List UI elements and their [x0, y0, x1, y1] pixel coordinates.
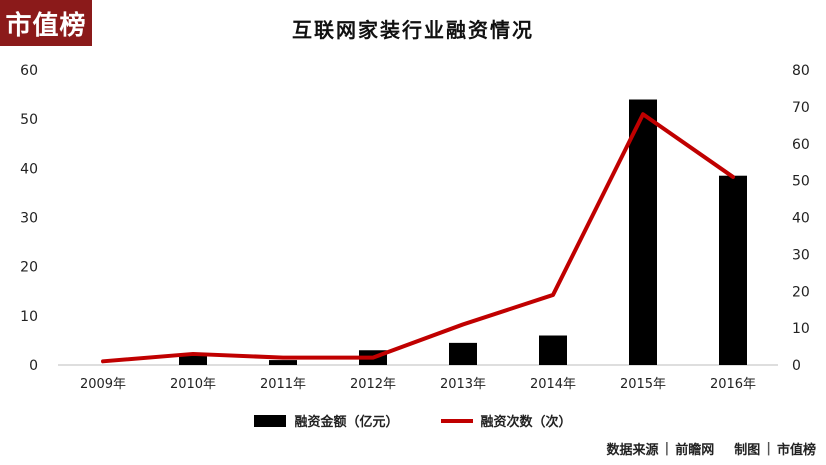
bar-amount: [179, 355, 207, 365]
y-left-tick-label: 40: [20, 161, 38, 177]
y-left-tick-label: 60: [20, 63, 38, 79]
source-label: 数据来源: [606, 443, 659, 458]
bar-amount: [449, 342, 477, 365]
legend-swatch-bar: [254, 414, 287, 427]
y-left-tick-label: 0: [29, 358, 38, 374]
y-left-tick-label: 50: [20, 112, 38, 128]
line-point: [281, 356, 285, 360]
legend-item-count: 融资次数（次）: [440, 411, 572, 430]
y-right-tick-label: 80: [792, 63, 810, 79]
x-tick-label: 2010年: [170, 377, 216, 392]
line-count: [101, 112, 735, 364]
y-right-tick-label: 30: [792, 247, 810, 263]
separator: |: [766, 441, 771, 456]
y-left-tick-label: 20: [20, 260, 38, 276]
legend-label-count: 融资次数（次）: [480, 415, 572, 430]
line-point: [461, 322, 465, 326]
x-tick-label: 2014年: [530, 377, 576, 392]
x-tick-label: 2011年: [260, 377, 306, 392]
right-axis-ticks: 0 10 20 30 40 50 60 70 80: [792, 63, 810, 374]
legend-swatch-line: [440, 418, 473, 423]
legend-label-amount: 融资金额（亿元）: [294, 415, 399, 430]
line-point: [551, 293, 555, 297]
bar-amount: [269, 360, 297, 365]
line-point: [101, 359, 105, 363]
x-tick-label: 2015年: [620, 377, 666, 392]
line-point: [731, 175, 735, 179]
y-right-tick-label: 60: [792, 137, 810, 153]
y-right-tick-label: 70: [792, 100, 810, 116]
y-right-tick-label: 40: [792, 211, 810, 227]
bar-amount: [719, 175, 747, 365]
bar-amount: [539, 335, 567, 365]
line-point: [191, 352, 195, 356]
y-right-tick-label: 50: [792, 174, 810, 190]
source-footer: 数据来源 | 前瞻网 制图 | 市值榜: [606, 439, 816, 458]
y-right-tick-label: 10: [792, 321, 810, 337]
line-point: [371, 356, 375, 360]
separator: |: [664, 441, 670, 456]
y-left-tick-label: 30: [20, 211, 38, 227]
chart-title: 互联网家装行业融资情况: [292, 18, 534, 42]
x-tick-label: 2016年: [710, 377, 756, 392]
x-axis-ticks: 2009年 2010年 2011年 2012年 2013年 2014年 2015年 2016年: [80, 377, 756, 392]
line-series: [101, 112, 735, 364]
legend: 融资金额（亿元） 融资次数（次）: [0, 411, 826, 430]
x-tick-label: 2013年: [440, 377, 486, 392]
y-right-tick-label: 0: [792, 358, 801, 374]
bar-amount: [629, 99, 657, 365]
bar-series: [179, 99, 747, 365]
maker-name: 市值榜: [776, 443, 816, 458]
brand-logo: 市值榜: [0, 0, 92, 46]
x-tick-label: 2012年: [350, 377, 396, 392]
line-point: [641, 112, 645, 116]
x-tick-label: 2009年: [80, 377, 126, 392]
y-right-tick-label: 20: [792, 284, 810, 300]
source-name: 前瞻网: [675, 443, 715, 458]
y-left-tick-label: 10: [20, 309, 38, 325]
made-by-label: 制图: [734, 443, 761, 458]
legend-item-amount: 融资金额（亿元）: [254, 411, 399, 430]
left-axis-ticks: 0 10 20 30 40 50 60: [20, 63, 38, 374]
